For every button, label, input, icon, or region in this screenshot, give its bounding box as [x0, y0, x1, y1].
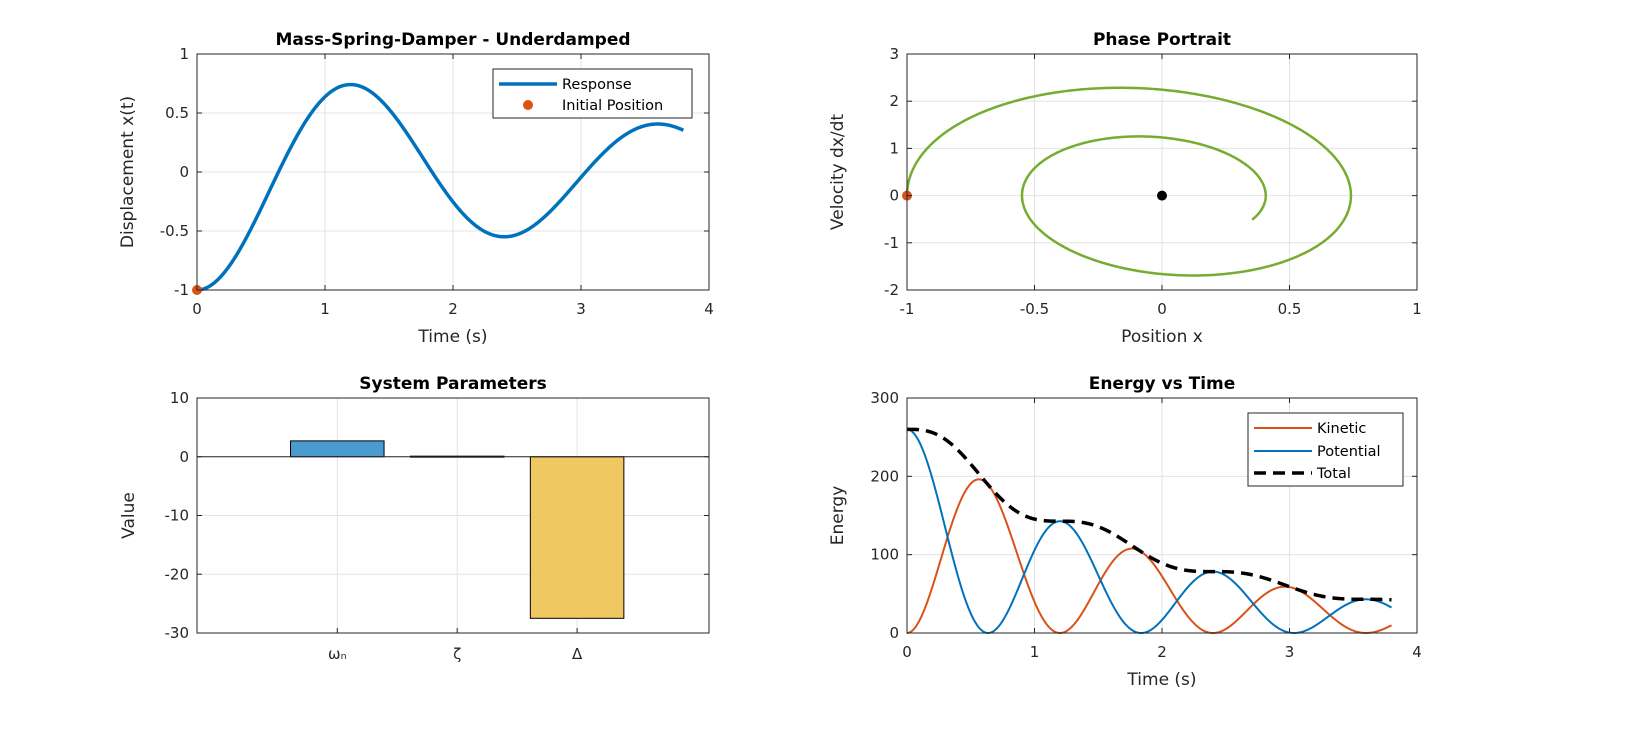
y-tick-label: -30 — [165, 624, 190, 642]
equilibrium-marker — [1157, 190, 1167, 201]
legend-label: Total — [1316, 466, 1351, 482]
y-tick-label: 0 — [889, 187, 899, 205]
chart-title: Mass-Spring-Damper - Underdamped — [275, 30, 630, 50]
y-tick-label: 0 — [889, 624, 899, 642]
bar-3 — [529, 456, 625, 619]
response-line — [196, 82, 685, 292]
legend[interactable]: Kinetic Potential Total — [1247, 412, 1404, 487]
y-tick-label: 1 — [179, 45, 189, 63]
legend-label: Response — [562, 77, 632, 93]
phase-trajectory — [905, 86, 1353, 277]
axes-box — [196, 53, 710, 291]
chart-title: System Parameters — [359, 374, 546, 394]
legend-swatch-initial — [523, 100, 533, 110]
y-tick-label: 300 — [870, 389, 899, 407]
x-axis-label: Position x — [1121, 327, 1203, 347]
x-tick-label: 2 — [1157, 643, 1167, 661]
axes-frame: 0 1 2 3 4 0 100 200 300 Energy vs Time Time (s) Ene… — [828, 374, 1422, 690]
x-tick-label: 3 — [576, 300, 586, 318]
x-tick-label: ωₙ — [328, 645, 347, 663]
x-tick-label: 4 — [1412, 643, 1422, 661]
x-tick-label: 1 — [1030, 643, 1040, 661]
y-tick-label: -20 — [165, 565, 190, 583]
axes-box — [196, 397, 710, 634]
legend-label: Initial Position — [562, 98, 663, 114]
y-tick-label: -1 — [884, 234, 899, 252]
x-tick-label: 0 — [902, 643, 912, 661]
y-tick-label: -2 — [884, 281, 899, 299]
y-tick-label: 3 — [889, 45, 899, 63]
subplot-1: 0 1 2 3 4 -1 -0.5 0 0.5 1 Mass-Spring-Damper - Und… — [118, 30, 714, 347]
legend-box — [492, 68, 693, 119]
chart-title: Energy vs Time — [1089, 374, 1236, 394]
plot-content — [197, 440, 709, 619]
y-axis-label: Velocity dx/dt — [828, 114, 848, 230]
axes-frame: 0 1 2 3 4 -1 -0.5 0 0.5 1 Mass-Spring-Damper - Und… — [118, 30, 714, 347]
x-tick-label: 1 — [1412, 300, 1422, 318]
x-tick-label: 0 — [1157, 300, 1167, 318]
subplot-4: 0 1 2 3 4 0 100 200 300 Energy vs Time Time (s) Ene… — [828, 374, 1422, 690]
x-axis-label: Time (s) — [1126, 670, 1196, 690]
y-axis-label: Displacement x(t) — [118, 96, 138, 248]
total-line — [907, 427, 1392, 602]
axes-box — [906, 397, 1418, 634]
y-tick-label: 100 — [870, 546, 899, 564]
bar-1 — [290, 440, 385, 458]
legend-box — [1247, 412, 1404, 487]
legend-label: Kinetic — [1317, 421, 1366, 437]
x-tick-label: 1 — [320, 300, 330, 318]
legend[interactable]: Response Initial Position — [492, 68, 693, 119]
x-tick-label: 2 — [448, 300, 458, 318]
y-tick-label: 1 — [889, 139, 899, 157]
y-axis-label: Value — [119, 492, 139, 539]
x-tick-label: ζ — [453, 645, 461, 663]
y-tick-label: -10 — [165, 507, 190, 525]
x-tick-label: 4 — [704, 300, 714, 318]
x-tick-label: 0.5 — [1278, 300, 1302, 318]
x-tick-label: Δ — [572, 645, 583, 663]
y-tick-label: 0 — [179, 163, 189, 181]
x-tick-label: -1 — [900, 300, 915, 318]
y-tick-label: 2 — [889, 92, 899, 110]
y-tick-label: -0.5 — [160, 222, 189, 240]
y-tick-label: 10 — [170, 389, 189, 407]
y-tick-label: 200 — [870, 467, 899, 485]
y-tick-label: 0 — [179, 448, 189, 466]
y-tick-label: -1 — [174, 281, 189, 299]
y-axis-label: Energy — [828, 486, 848, 546]
x-tick-label: -0.5 — [1020, 300, 1049, 318]
subplot-3: -30 -20 -10 0 10 System Parameters Value ωₙ ζ Δ — [119, 374, 710, 663]
x-axis-label: Time (s) — [417, 327, 487, 347]
chart-title: Phase Portrait — [1093, 30, 1231, 50]
legend-label: Potential — [1317, 444, 1381, 460]
x-tick-label: 3 — [1285, 643, 1295, 661]
axes-frame: -30 -20 -10 0 10 System Parameters Value ωₙ ζ Δ — [119, 374, 710, 663]
x-tick-label: 0 — [192, 300, 202, 318]
y-tick-label: 0.5 — [165, 104, 189, 122]
axes-box — [906, 53, 1418, 291]
